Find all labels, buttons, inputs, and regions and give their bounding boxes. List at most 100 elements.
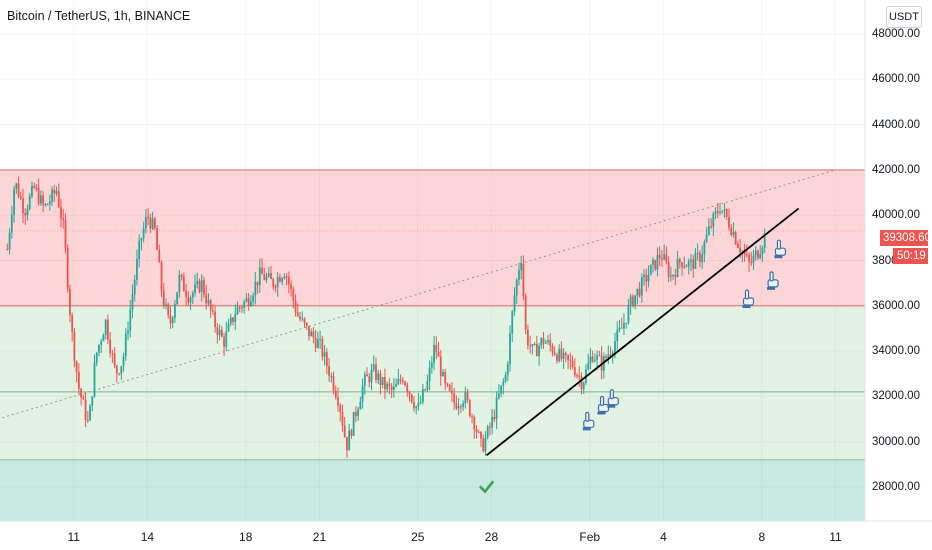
candle-body bbox=[495, 397, 498, 420]
candle-body bbox=[468, 400, 471, 416]
price-tick-label: 30000.00 bbox=[872, 435, 920, 448]
candle-body bbox=[267, 273, 270, 277]
candle-body bbox=[91, 396, 94, 406]
candle-body bbox=[37, 187, 40, 204]
candle-body bbox=[321, 338, 324, 357]
markers bbox=[479, 239, 787, 493]
candle-body bbox=[249, 301, 252, 307]
candle-body bbox=[149, 217, 152, 229]
candle-body bbox=[569, 359, 572, 361]
candle-body bbox=[234, 314, 237, 322]
candle-body bbox=[256, 281, 259, 286]
candle-body bbox=[506, 364, 509, 375]
price-tick-label: 42000.00 bbox=[872, 163, 920, 176]
candle-body bbox=[404, 381, 406, 386]
hand-cuff bbox=[774, 255, 783, 259]
candle-body bbox=[167, 304, 170, 316]
candle-body bbox=[395, 384, 397, 387]
candle-body bbox=[60, 206, 62, 219]
candle-body bbox=[761, 247, 764, 255]
candle-body bbox=[587, 363, 590, 370]
candle-body bbox=[104, 319, 107, 336]
candle-body bbox=[252, 295, 255, 302]
check-icon bbox=[479, 480, 494, 493]
hand-finger bbox=[769, 271, 774, 282]
candle-body bbox=[100, 341, 103, 346]
currency-button[interactable]: USDT bbox=[886, 6, 922, 28]
candle-body bbox=[80, 388, 82, 398]
candle-body bbox=[654, 259, 657, 270]
candle-body bbox=[661, 258, 663, 260]
candle-body bbox=[531, 344, 534, 347]
candle-body bbox=[620, 327, 623, 329]
candle-body bbox=[296, 312, 299, 317]
candle-body bbox=[448, 385, 451, 391]
candle-body bbox=[200, 280, 203, 292]
candle-body bbox=[656, 255, 659, 270]
candle-body bbox=[120, 366, 123, 374]
candle-body bbox=[189, 297, 192, 303]
candle-body bbox=[17, 183, 20, 197]
candle-body bbox=[757, 250, 759, 259]
candle-body bbox=[142, 228, 145, 239]
candle-body bbox=[381, 377, 384, 386]
candle-body bbox=[714, 211, 717, 214]
time-tick-label: 14 bbox=[140, 530, 155, 544]
candle-body bbox=[489, 426, 491, 428]
candle-body bbox=[542, 338, 545, 344]
candle-body bbox=[359, 401, 362, 410]
candle-body bbox=[265, 276, 268, 280]
candle-body bbox=[357, 409, 360, 416]
candle-body bbox=[153, 218, 156, 229]
candle-body bbox=[174, 304, 176, 318]
candle-body bbox=[223, 336, 225, 347]
candle-body bbox=[618, 327, 621, 330]
candle-body bbox=[477, 431, 480, 433]
candle-body bbox=[520, 263, 523, 270]
candle-body bbox=[582, 382, 585, 389]
lower-zone bbox=[0, 459, 865, 521]
hand-cuff bbox=[742, 305, 751, 309]
candle-body bbox=[363, 374, 366, 386]
candle-body bbox=[716, 211, 719, 213]
candle-body bbox=[721, 210, 724, 212]
candle-body bbox=[51, 189, 53, 202]
candle-body bbox=[408, 391, 411, 395]
pointing-hand-icon bbox=[774, 239, 787, 259]
candle-body bbox=[649, 264, 652, 276]
candle-body bbox=[631, 296, 634, 306]
candle-body bbox=[270, 273, 272, 279]
time-tick-label: 28 bbox=[484, 530, 499, 544]
candle-body bbox=[225, 331, 228, 347]
candle-body bbox=[176, 292, 179, 305]
candle-body bbox=[171, 317, 174, 324]
time-tick-label: 8 bbox=[758, 530, 766, 544]
candle-body bbox=[535, 343, 538, 357]
candle-body bbox=[399, 379, 402, 381]
price-tick-label: 28000.00 bbox=[872, 481, 920, 494]
candle-body bbox=[89, 405, 91, 421]
candle-body bbox=[421, 389, 424, 402]
candle-body bbox=[343, 425, 346, 437]
candle-body bbox=[428, 367, 431, 382]
price-tick-label: 34000.00 bbox=[872, 345, 920, 358]
candle-body bbox=[466, 392, 469, 401]
candle-body bbox=[185, 291, 187, 297]
candle-body bbox=[384, 377, 386, 390]
price-tick-label: 32000.00 bbox=[872, 390, 920, 403]
candle-body bbox=[71, 315, 74, 332]
candle-body bbox=[562, 352, 565, 360]
candle-body bbox=[140, 238, 143, 241]
candle-body bbox=[308, 325, 310, 337]
candle-body bbox=[95, 352, 98, 364]
candle-body bbox=[107, 319, 109, 340]
candle-body bbox=[312, 331, 315, 338]
candle-body bbox=[276, 277, 279, 288]
candle-body bbox=[182, 276, 185, 292]
support-zone bbox=[0, 305, 865, 460]
candle-body bbox=[346, 436, 348, 451]
candle-body bbox=[417, 402, 420, 407]
candle-body bbox=[238, 307, 241, 309]
candle-body bbox=[439, 356, 442, 377]
